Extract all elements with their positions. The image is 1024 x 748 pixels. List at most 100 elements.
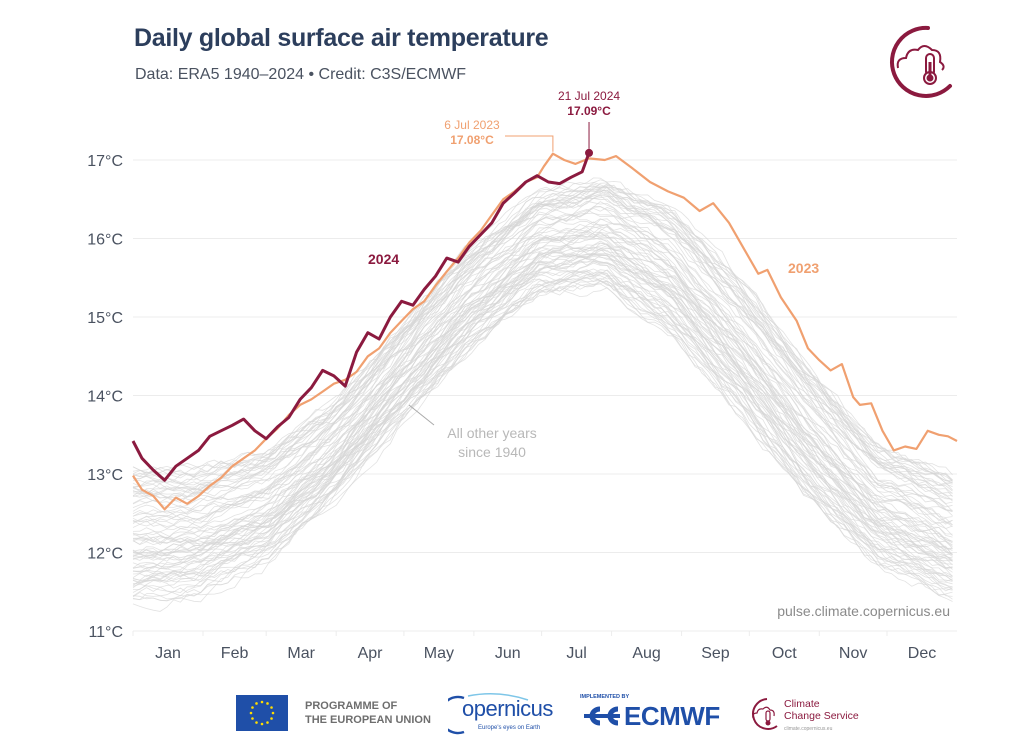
- other-year-line: [132, 183, 953, 484]
- others-label: All other years: [447, 425, 536, 441]
- other-year-line: [132, 232, 953, 546]
- other-year-line: [132, 247, 953, 559]
- other-year-line: [132, 218, 953, 529]
- y-tick-label: 16°C: [87, 232, 123, 249]
- other-year-line: [132, 270, 953, 586]
- other-year-line: [132, 214, 953, 518]
- peak-2023-date: 6 Jul 2023: [444, 118, 500, 132]
- other-year-line: [132, 205, 953, 505]
- other-year-line: [132, 255, 953, 570]
- x-tick-label: Dec: [908, 645, 936, 662]
- other-year-line: [132, 207, 953, 514]
- ecmwf-wordmark: ECMWF: [624, 701, 720, 731]
- eu-star: [251, 706, 254, 709]
- other-year-line: [132, 269, 953, 588]
- cloud-thermometer-icon: [890, 25, 952, 98]
- other-year-line: [132, 186, 953, 482]
- eu-star: [270, 717, 273, 720]
- x-tick-label: Jun: [495, 645, 521, 662]
- others-leader: [408, 404, 435, 426]
- y-tick-label: 14°C: [87, 389, 123, 406]
- other-year-line: [132, 223, 953, 529]
- other-year-line: [132, 269, 953, 583]
- chart-subtitle: Data: ERA5 1940–2024 • Credit: C3S/ECMWF: [135, 66, 467, 83]
- other-year-line: [132, 201, 953, 516]
- source-url: pulse.climate.copernicus.eu: [777, 603, 950, 619]
- copernicus-wordmark: opernicus: [462, 696, 553, 721]
- eu-star: [255, 721, 258, 724]
- other-year-line: [132, 227, 953, 543]
- other-year-line: [132, 194, 953, 508]
- other-year-line: [132, 271, 953, 592]
- copernicus-logo-icon: [448, 693, 529, 735]
- other-year-line: [132, 177, 953, 484]
- other-year-line: [132, 187, 953, 499]
- eu-star: [251, 717, 254, 720]
- other-year-line: [132, 247, 953, 569]
- x-tick-label: Mar: [287, 645, 315, 662]
- eu-programme-label: PROGRAMME OF THE EUROPEAN UNION: [305, 699, 431, 727]
- ccs-line1: Climate: [784, 698, 820, 710]
- eu-line1: PROGRAMME OF: [305, 700, 398, 712]
- peak-2024-marker: [585, 148, 594, 157]
- other-year-line: [132, 184, 953, 484]
- x-tick-label: Sep: [701, 645, 730, 662]
- other-year-line: [132, 183, 953, 482]
- x-tick-label: Oct: [772, 645, 797, 662]
- others-label: since 1940: [458, 444, 526, 460]
- x-tick-label: Nov: [839, 645, 867, 662]
- ccs-wordmark: Climate Change Service: [784, 698, 859, 722]
- other-year-line: [132, 212, 953, 515]
- peak-2024-date: 21 Jul 2024: [558, 89, 620, 103]
- other-year-line: [133, 242, 953, 553]
- other-year-line: [132, 200, 953, 503]
- other-year-line: [132, 188, 953, 499]
- other-year-line: [132, 268, 953, 581]
- eu-star: [255, 702, 258, 705]
- other-year-line: [132, 221, 953, 526]
- y-tick-label: 17°C: [87, 153, 123, 170]
- other-year-line: [132, 206, 953, 525]
- eu-star: [260, 722, 264, 726]
- other-year-line: [132, 179, 953, 484]
- y-tick-label: 13°C: [87, 467, 123, 484]
- peak-2023-leader: [505, 135, 554, 152]
- other-year-line: [132, 226, 953, 542]
- x-tick-label: Apr: [358, 645, 384, 662]
- eu-flag-icon: [236, 695, 288, 731]
- other-year-line: [132, 251, 953, 562]
- other-year-line: [132, 252, 953, 573]
- eu-star: [271, 711, 275, 715]
- other-year-line: [132, 181, 953, 483]
- eu-star: [260, 700, 264, 704]
- other-year-line: [132, 186, 953, 479]
- other-year-line: [132, 279, 953, 589]
- other-year-line: [132, 287, 953, 601]
- eu-star: [266, 702, 269, 705]
- y-tick-label: 12°C: [87, 546, 123, 563]
- y-tick-label: 15°C: [87, 310, 123, 327]
- ecmwf-logo: ECMWF: [580, 701, 720, 732]
- eu-star: [270, 706, 273, 709]
- other-year-line: [132, 195, 953, 511]
- other-year-line: [132, 242, 953, 555]
- x-tick-label: Aug: [632, 645, 660, 662]
- eu-line2: THE EUROPEAN UNION: [305, 714, 431, 726]
- eu-star: [266, 721, 269, 724]
- peak-2024-value: 17.09°C: [567, 104, 611, 118]
- other-year-line: [132, 243, 953, 556]
- ecmwf-symbol-icon: [580, 703, 624, 726]
- other-year-line: [132, 254, 953, 571]
- other-year-line: [132, 189, 953, 497]
- eu-star: [249, 711, 253, 715]
- implemented-by-label: IMPLEMENTED BY: [580, 694, 630, 700]
- chart-title: Daily global surface air temperature: [134, 24, 549, 52]
- ccs-url: climate.copernicus.eu: [784, 726, 833, 732]
- x-tick-label: Jan: [155, 645, 181, 662]
- other-year-line: [132, 261, 953, 573]
- other-year-line: [132, 220, 953, 526]
- other-year-line: [132, 229, 953, 539]
- x-tick-label: Jul: [566, 645, 586, 662]
- other-year-line: [132, 262, 953, 578]
- other-year-line: [132, 235, 953, 549]
